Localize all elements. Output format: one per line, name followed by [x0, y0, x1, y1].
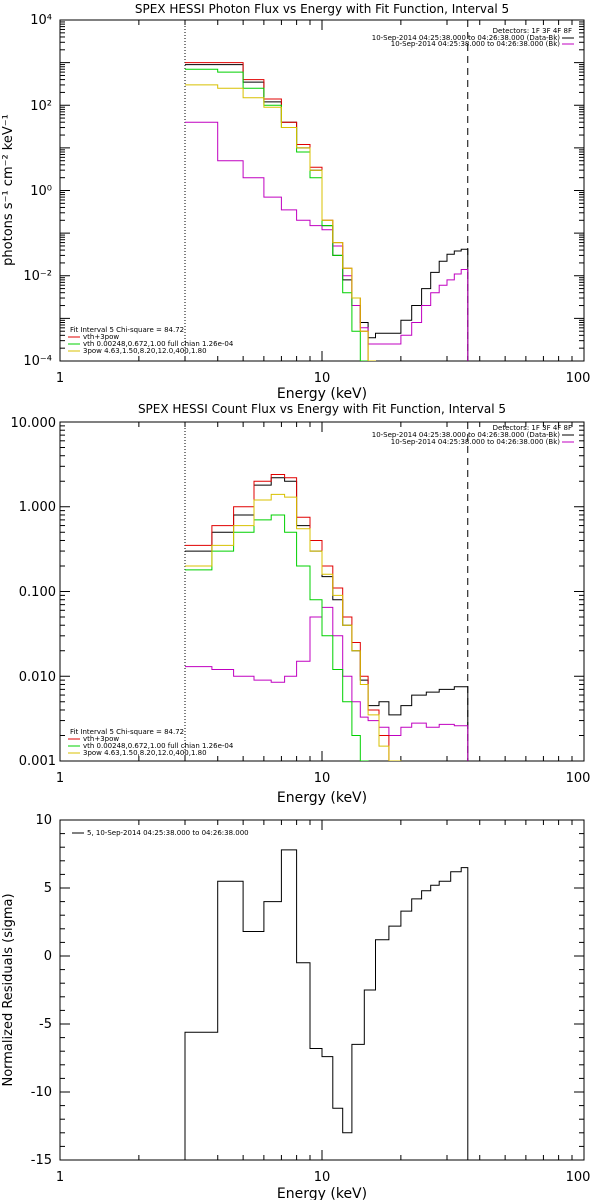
x-tick-label: 1: [56, 371, 64, 386]
y-tick-label: 5: [44, 881, 52, 896]
series-group: [185, 493, 402, 761]
panel-title: SPEX HESSI Count Flux vs Energy with Fit…: [138, 402, 506, 416]
y-tick-label: 10⁻⁴: [23, 354, 52, 369]
y-tick-label: 0: [44, 949, 52, 964]
legend-interval: 5, 10-Sep-2014 04:25:38.000 to 04:26:38.…: [87, 829, 249, 837]
y-tick-label: 10.000: [11, 416, 57, 431]
x-axis-label: Energy (keV): [277, 790, 367, 806]
x-tick-label: 100: [566, 771, 591, 786]
legend-bk: 10-Sep-2014 04:25:38.000 to 04:26:38.000…: [391, 438, 561, 446]
series-group: [185, 121, 469, 361]
legend-top-right: Detectors: 1F 3F 4F 8F 10-Sep-2014 04:25…: [372, 424, 574, 446]
series-line-5: [185, 493, 402, 761]
legend-3pow: 3pow 4.63,1.50,8.20,12.0,400,1.80: [83, 749, 207, 757]
x-tick-label: 100: [566, 371, 591, 386]
x-tick-label: 10: [314, 371, 331, 386]
legend-fit-interval: Fit Interval 5 Chi-square = 84.72: [70, 326, 184, 334]
legend-vth: vth 0.00248,0.672,1.00 full chian 1.26e-…: [83, 742, 234, 750]
y-tick-labels: 10⁻⁴ 10⁻² 10⁰ 10² 10⁴: [23, 13, 52, 369]
legend-detectors: Detectors: 1F 3F 4F 8F: [493, 27, 572, 35]
series-line-4: [185, 68, 369, 361]
y-tick-label: 10⁰: [30, 184, 52, 199]
legend-detectors: Detectors: 1F 3F 4F 8F: [493, 424, 572, 432]
chart-marks-3: [59, 819, 584, 1161]
x-tick-label: 1: [56, 1170, 64, 1185]
series-group: [185, 84, 376, 361]
legend-bottom-left: Fit Interval 5 Chi-square = 84.72 vth+3p…: [68, 326, 234, 355]
legend-data-bk: 10-Sep-2014 04:25:38.000 to 04:26:38.000…: [372, 34, 561, 42]
count-flux-panel: SPEX HESSI Count Flux vs Energy with Fit…: [11, 402, 591, 806]
y-tick-label: -10: [31, 1085, 52, 1100]
y-tick-label: -15: [31, 1153, 52, 1168]
legend-top-right: Detectors: 1F 3F 4F 8F 10-Sep-2014 04:25…: [372, 27, 574, 48]
x-tick-labels: 1 10 100: [56, 771, 591, 786]
legend-top-left: 5, 10-Sep-2014 04:25:38.000 to 04:26:38.…: [72, 829, 249, 837]
series-line-2: [185, 121, 469, 361]
y-tick-label: 10⁻²: [23, 269, 52, 284]
legend-bottom-left: Fit Interval 5 Chi-square = 84.72 vth+3p…: [68, 728, 234, 757]
legend-vth: vth 0.00248,0.672,1.00 full chian 1.26e-…: [83, 340, 234, 348]
chart-marks-2: [59, 421, 584, 762]
series-group: [184, 849, 469, 1160]
series-group: [185, 514, 369, 761]
series-group: [185, 68, 369, 361]
y-tick-label: -5: [39, 1017, 52, 1032]
legend-vth-3pow: vth+3pow: [83, 333, 119, 341]
x-tick-label: 10: [314, 771, 331, 786]
x-tick-label: 100: [566, 1170, 591, 1185]
y-axis-label: photons s⁻¹ cm⁻² keV⁻¹: [1, 114, 16, 266]
y-tick-label: 0.010: [19, 670, 56, 685]
x-tick-labels: 1 10 100: [56, 1170, 591, 1185]
y-tick-label: 10⁴: [30, 13, 52, 28]
legend-data-bk: 10-Sep-2014 04:25:38.000 to 04:26:38.000…: [372, 431, 561, 439]
legend-bk: 10-Sep-2014 04:25:38.000 to 04:26:38.000…: [391, 40, 561, 48]
x-tick-label: 10: [314, 1170, 331, 1185]
y-tick-labels: 0.001 0.010 0.100 1.000 10.000: [11, 416, 57, 769]
legend-fit-interval: Fit Interval 5 Chi-square = 84.72: [70, 728, 184, 736]
y-tick-labels: -15 -10 -5 0 5 10: [31, 813, 52, 1168]
x-tick-labels: 1 10 100: [56, 371, 591, 386]
photon-flux-panel: SPEX HESSI Photon Flux vs Energy with Fi…: [1, 2, 590, 402]
x-tick-label: 1: [56, 771, 64, 786]
legend-3pow: 3pow 4.63,1.50,8.20,12.0,400,1.80: [83, 347, 207, 355]
y-tick-label: 0.100: [19, 585, 56, 600]
y-tick-label: 0.001: [19, 754, 56, 769]
legend-vth-3pow: vth+3pow: [83, 735, 119, 743]
x-axis-label: Energy (keV): [277, 1186, 367, 1200]
y-tick-label: 1.000: [19, 500, 56, 515]
chart-marks-1: [59, 19, 584, 362]
y-tick-label: 10²: [30, 99, 52, 114]
x-axis-label: Energy (keV): [277, 386, 367, 402]
series-line-2: [185, 606, 469, 761]
series-line-5: [185, 84, 376, 361]
series-line-4: [185, 514, 369, 761]
series-line-1: [184, 849, 469, 1160]
series-group: [185, 606, 469, 761]
y-tick-label: 10: [35, 813, 52, 828]
y-axis-label: Normalized Residuals (sigma): [1, 893, 16, 1086]
panel-title: SPEX HESSI Photon Flux vs Energy with Fi…: [135, 2, 509, 16]
